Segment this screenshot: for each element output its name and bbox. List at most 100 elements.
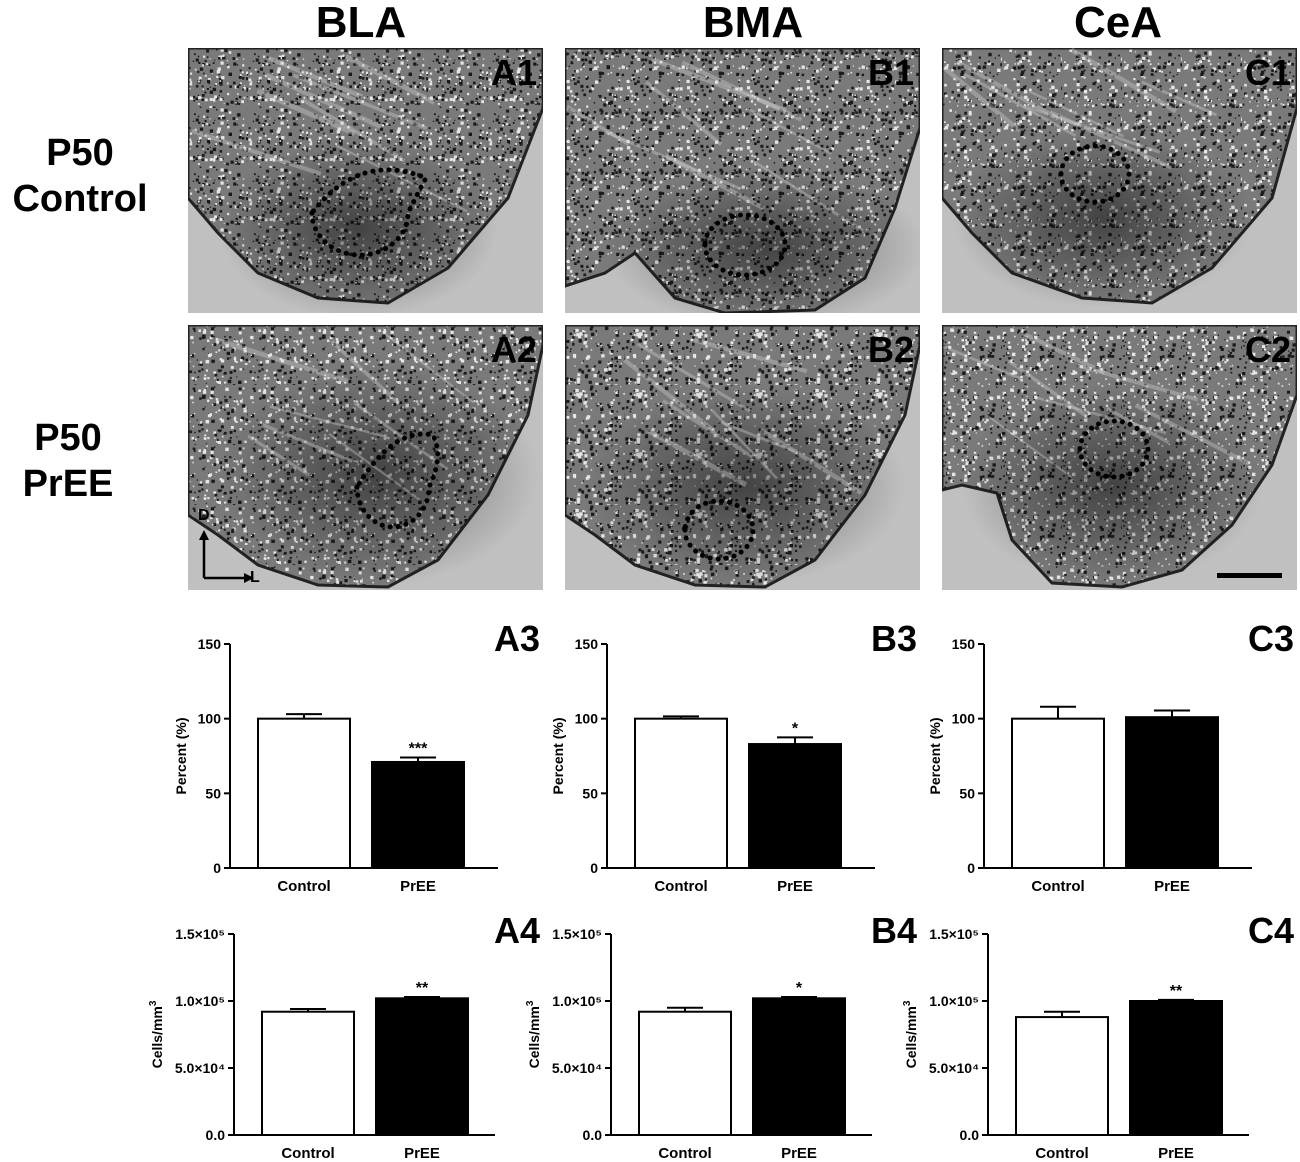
- tissue-section-image: [188, 48, 543, 313]
- significance-marker: *: [792, 720, 799, 737]
- chart-panel-label: A4: [493, 910, 540, 951]
- chart-panel-label: B4: [870, 910, 917, 951]
- column-title-bma: BMA: [702, 0, 804, 47]
- micrograph-a2: A2 D L: [188, 325, 543, 590]
- y-tick-label: 100: [198, 711, 222, 727]
- region-outline: [682, 498, 756, 562]
- y-axis-label: Percent (%): [927, 717, 943, 794]
- x-tick-label: Control: [1035, 1145, 1088, 1162]
- row-title-line1: P50: [34, 417, 102, 459]
- x-tick-label: Control: [1031, 878, 1084, 895]
- region-outline: [309, 167, 430, 258]
- y-axis-label: Percent (%): [173, 717, 189, 794]
- y-tick-label: 150: [198, 636, 222, 652]
- row-title-control: P50 Control: [0, 130, 160, 222]
- chart-panel-label: C4: [1247, 910, 1294, 951]
- micrograph-c1: C1: [942, 48, 1297, 313]
- chart-panel-label: A3: [493, 618, 540, 659]
- x-tick-label: Control: [277, 878, 330, 895]
- bar-pree: [1125, 716, 1219, 869]
- y-tick-label: 100: [952, 711, 976, 727]
- panel-label: B1: [867, 52, 914, 93]
- y-tick-label: 150: [952, 636, 976, 652]
- column-title-cea: CeA: [1073, 0, 1163, 47]
- panel-label: C2: [1244, 329, 1291, 370]
- bar-pree: [752, 997, 846, 1136]
- row-title-pree: P50 PrEE: [0, 415, 148, 507]
- y-tick-label: 50: [582, 785, 598, 801]
- y-tick-label: 150: [575, 636, 599, 652]
- bar-control: [257, 717, 351, 869]
- y-tick-label: 0: [967, 860, 975, 876]
- tissue-section-image: [942, 48, 1297, 308]
- y-axis-label: Cells/mm3: [525, 1000, 542, 1068]
- micrograph-c2: C2: [942, 325, 1297, 590]
- y-tick-label: 0: [213, 860, 221, 876]
- bar-chart-c3: 0 50 100 150 Percent (%) Control PrEE C3: [904, 620, 1294, 900]
- y-axis-label: Percent (%): [550, 717, 566, 794]
- orientation-dorsal-label: D: [198, 507, 210, 524]
- y-tick-label: 5.0×10⁴: [175, 1060, 225, 1076]
- y-tick-label: 0.0: [960, 1127, 980, 1143]
- y-axis-label: Cells/mm3: [148, 1000, 165, 1068]
- micrograph-b1: B1: [565, 48, 920, 313]
- x-tick-label: PrEE: [777, 878, 813, 895]
- chart-panel-label: C3: [1247, 618, 1294, 659]
- bar-chart-a3: 0 50 100 150 Percent (%) Control *** PrEE A3: [150, 620, 540, 900]
- bar-chart-a4: 0.0 5.0×10⁴ 1.0×10⁵ 1.5×10⁵ Cells/mm3 Control…: [148, 910, 540, 1162]
- panel-label: C1: [1244, 52, 1291, 93]
- orientation-lateral-label: L: [250, 569, 260, 586]
- bar-control: [1015, 1016, 1109, 1136]
- y-tick-label: 5.0×10⁴: [929, 1060, 979, 1076]
- significance-marker: ***: [409, 740, 428, 757]
- y-axis-label: Cells/mm3: [902, 1000, 919, 1068]
- x-tick-label: PrEE: [781, 1145, 817, 1162]
- y-tick-label: 100: [575, 711, 599, 727]
- row-title-line1: P50: [46, 132, 114, 174]
- tissue-section-image: [565, 325, 920, 589]
- y-tick-label: 0.0: [583, 1127, 603, 1143]
- tissue-section-image: [942, 325, 1297, 589]
- scale-bar: [1217, 573, 1282, 578]
- y-tick-label: 1.5×10⁵: [552, 926, 602, 942]
- bar-chart-b3: 0 50 100 150 Percent (%) Control * PrEE B3: [527, 620, 917, 900]
- orientation-axes-icon: [199, 530, 254, 583]
- bar-control: [638, 1010, 732, 1136]
- significance-marker: **: [1170, 983, 1183, 1000]
- column-title-bla: BLA: [315, 0, 407, 47]
- y-tick-label: 50: [205, 785, 221, 801]
- x-tick-label: PrEE: [1154, 878, 1190, 895]
- y-tick-label: 1.5×10⁵: [175, 926, 225, 942]
- chart-panel-label: B3: [870, 618, 917, 659]
- micrograph-b2: B2: [565, 325, 920, 590]
- tissue-section-image: [565, 48, 920, 313]
- x-tick-label: Control: [658, 1145, 711, 1162]
- row-title-line2: Control: [12, 178, 148, 220]
- x-tick-label: PrEE: [1158, 1145, 1194, 1162]
- y-tick-label: 50: [959, 785, 975, 801]
- region-outline: [1058, 143, 1132, 205]
- micrograph-a1: A1: [188, 48, 543, 313]
- y-tick-label: 1.5×10⁵: [929, 926, 979, 942]
- panel-label: A1: [490, 52, 537, 93]
- y-tick-label: 0: [590, 860, 598, 876]
- bar-pree: [375, 997, 469, 1136]
- y-tick-label: 0.0: [206, 1127, 226, 1143]
- bar-chart-c4: 0.0 5.0×10⁴ 1.0×10⁵ 1.5×10⁵ Cells/mm3 Control…: [902, 910, 1294, 1162]
- panel-label: A2: [490, 329, 537, 370]
- x-tick-label: Control: [654, 878, 707, 895]
- bar-control: [634, 717, 728, 869]
- tissue-section-image: [188, 325, 543, 589]
- region-outline: [354, 431, 441, 530]
- y-tick-label: 1.0×10⁵: [175, 993, 225, 1009]
- region-outline: [702, 212, 788, 278]
- region-outline: [1077, 418, 1151, 480]
- bar-pree: [1129, 1000, 1223, 1136]
- row-title-line2: PrEE: [22, 463, 114, 505]
- panel-label: B2: [867, 329, 914, 370]
- x-tick-label: PrEE: [404, 1145, 440, 1162]
- bar-pree: [748, 743, 842, 869]
- bar-control: [261, 1010, 355, 1136]
- bar-chart-b4: 0.0 5.0×10⁴ 1.0×10⁵ 1.5×10⁵ Cells/mm3 Control…: [525, 910, 917, 1162]
- x-tick-label: Control: [281, 1145, 334, 1162]
